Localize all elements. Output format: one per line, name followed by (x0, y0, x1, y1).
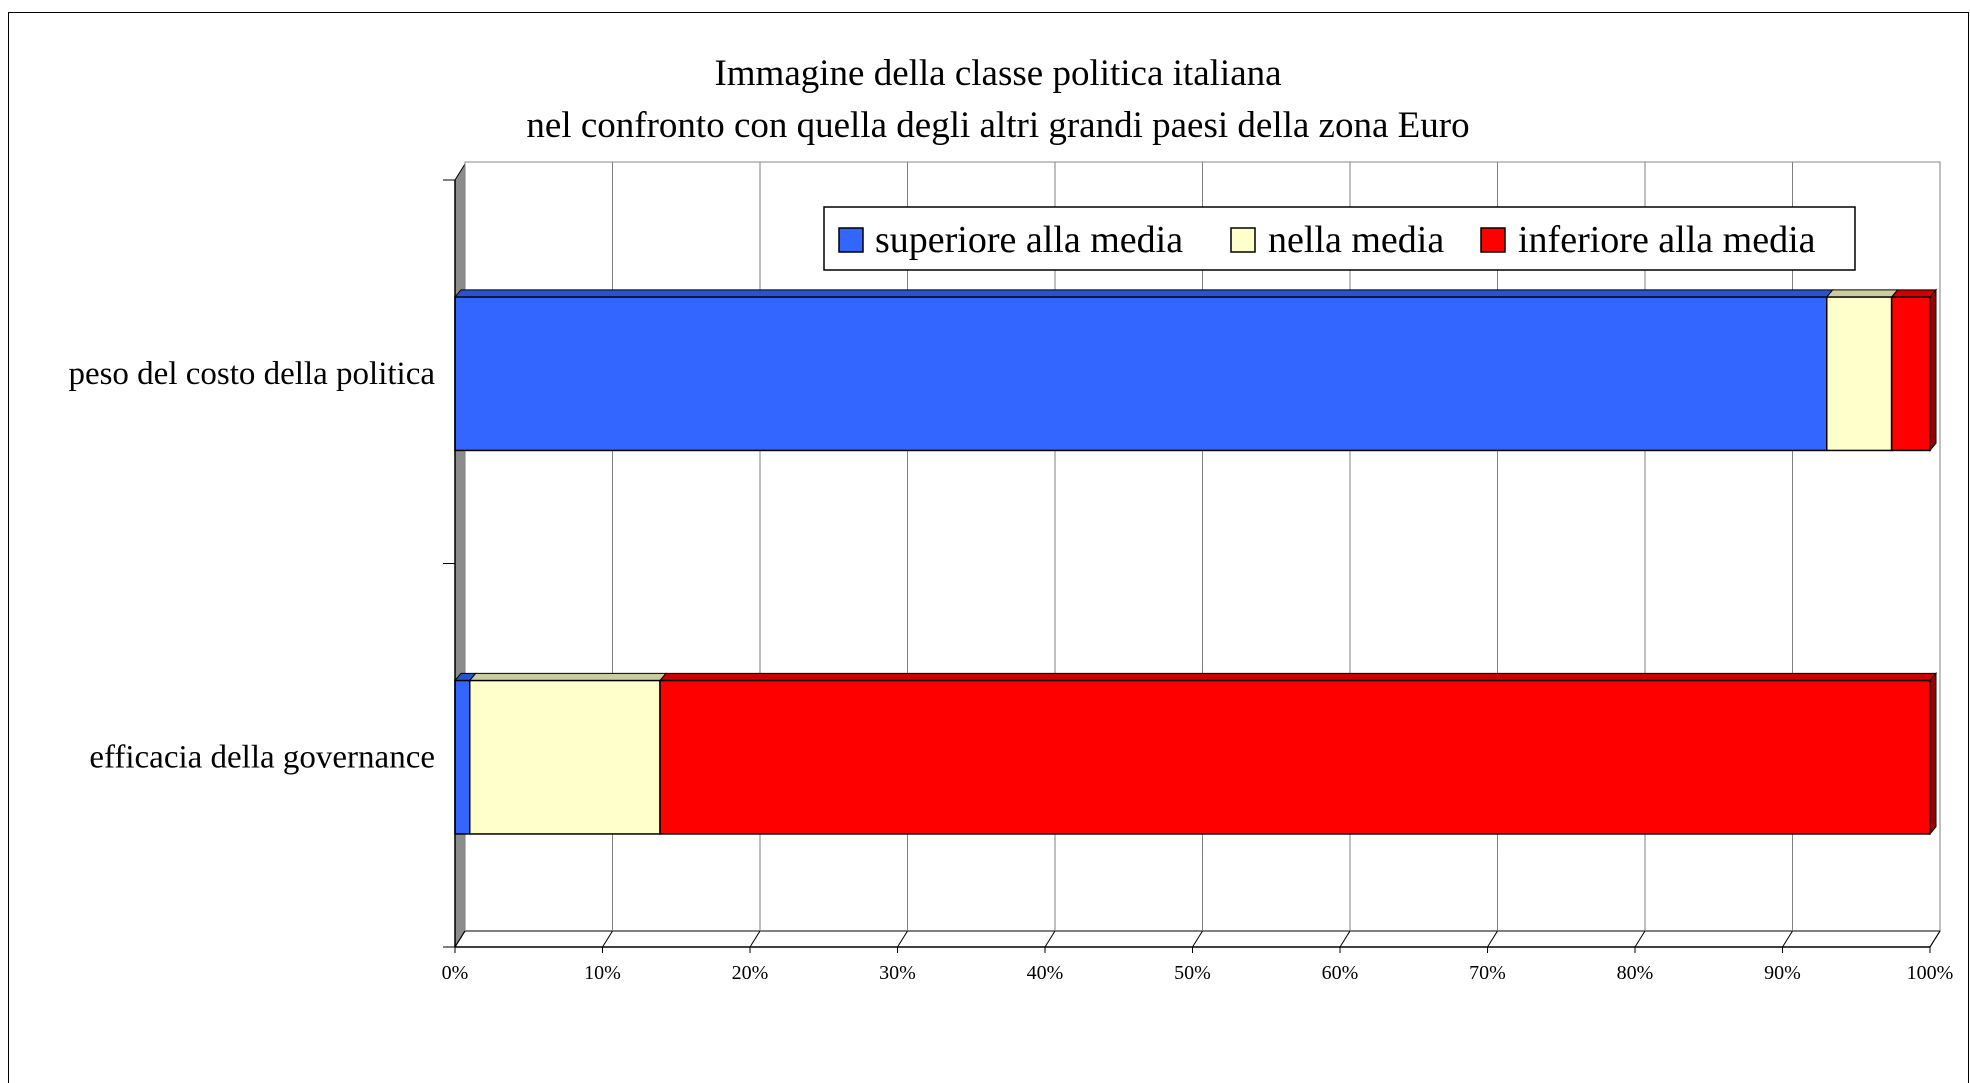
legend-label-superiore: superiore alla media (875, 219, 1183, 261)
x-tick-label: 40% (1027, 962, 1064, 984)
floor-tick-6 (1339, 930, 1351, 948)
floor-tick-4 (1044, 930, 1056, 948)
x-tick-label: 70% (1469, 962, 1506, 984)
x-tick-label: 0% (442, 962, 469, 984)
bar-segment-0-0 (454, 296, 1828, 452)
chart-title-line-2: nel confronto con quella degli altri gra… (526, 105, 1469, 146)
legend-swatch-inferiore (1480, 227, 1506, 253)
floor-tick-0 (454, 930, 466, 948)
axes (443, 179, 1930, 948)
bars (453, 288, 1938, 836)
floor-tick-10 (1929, 930, 1941, 948)
bar-top-2-0 (1890, 289, 1938, 298)
bar-top-2-1 (658, 672, 1938, 682)
bar-top-0-0 (453, 289, 1834, 298)
floor-tick-2 (749, 930, 761, 948)
floor-tick-7 (1487, 930, 1498, 948)
bar-top-1-0 (1825, 289, 1899, 298)
bar-segment-2-1 (659, 679, 1931, 835)
floor-tick-3 (897, 930, 908, 948)
bar-segment-1-1 (469, 679, 661, 835)
floor-tick-5 (1192, 930, 1203, 948)
bar-segment-0-1 (454, 679, 471, 835)
bar-segment-2-0 (1890, 296, 1931, 452)
x-tick-label: 50% (1174, 962, 1211, 984)
floor-tick-9 (1782, 930, 1793, 948)
x-tick-labels: 0% 10% 20% 30% 40% 50% 60% 70% 80% 90% 100% (442, 962, 1954, 984)
chart-title-line-1: Immagine della classe politica italiana (714, 53, 1281, 94)
category-label: efficacia della governance (89, 739, 435, 775)
x-tick-label: 30% (879, 962, 916, 984)
floor-tick-8 (1634, 930, 1646, 948)
x-tick-label: 100% (1907, 962, 1954, 984)
bar-side-0 (1929, 288, 1937, 452)
bar-side-1 (1929, 671, 1937, 836)
legend-label-nella: nella media (1268, 219, 1444, 261)
chart-frame (8, 12, 1969, 1083)
category-labels: peso del costo della politica efficacia d… (68, 356, 435, 776)
legend: superiore alla media nella media inferio… (823, 206, 1856, 271)
floor-tick-1 (602, 930, 613, 948)
bar-segment-1-0 (1826, 296, 1893, 452)
legend-box (823, 206, 1856, 271)
x-tick-label: 80% (1617, 962, 1654, 984)
x-tick-label: 10% (584, 962, 621, 984)
x-tick-label: 20% (732, 962, 769, 984)
legend-label-inferiore: inferiore alla media (1518, 219, 1816, 261)
category-label: peso del costo della politica (68, 356, 435, 392)
legend-swatch-nella (1230, 227, 1256, 253)
bar-top-1-1 (468, 672, 668, 682)
x-tick-label: 60% (1322, 962, 1359, 984)
x-tick-label: 90% (1764, 962, 1801, 984)
legend-swatch-superiore (838, 227, 864, 253)
